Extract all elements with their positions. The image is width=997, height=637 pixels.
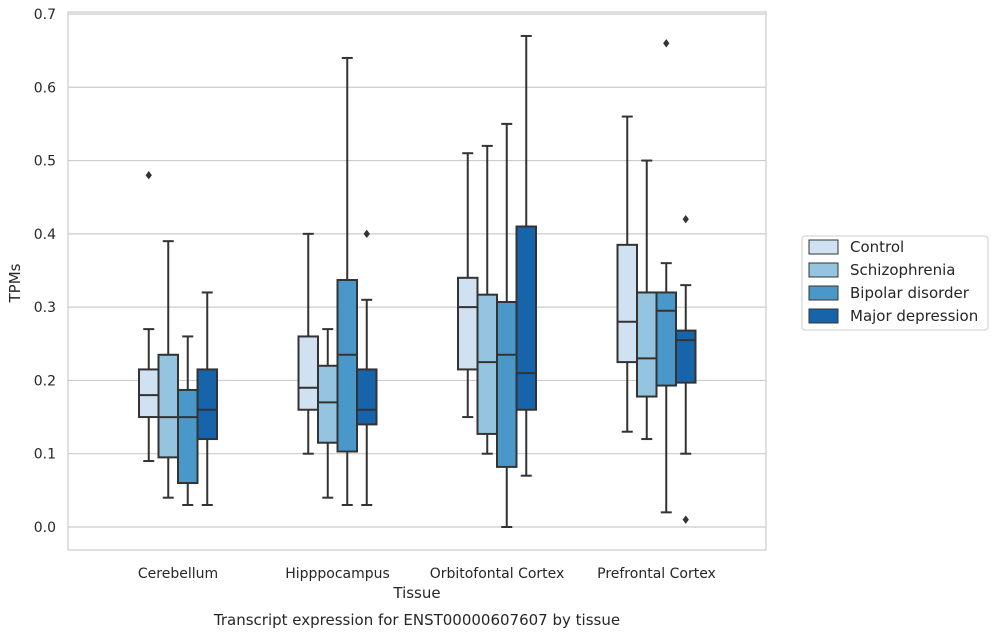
chart-title: Transcript expression for ENST0000060760…: [213, 611, 620, 629]
box-series: [138, 34, 697, 528]
box-iqr: [356, 368, 378, 426]
outlier-marker: [663, 39, 670, 48]
box-major-depression: [675, 214, 697, 524]
box-schizophrenia: [636, 159, 658, 441]
box-iqr: [675, 329, 697, 384]
legend-label: Bipolar disorder: [850, 284, 970, 302]
box-iqr: [655, 291, 677, 387]
box-major-depression: [515, 34, 537, 477]
box-major-depression: [196, 291, 218, 507]
x-tick-label: Prefrontal Cortex: [597, 566, 716, 582]
box-iqr: [457, 276, 479, 371]
box-iqr: [636, 291, 658, 398]
y-tick-label: 0.2: [34, 373, 56, 389]
box-iqr: [157, 353, 179, 459]
box-control: [138, 171, 160, 463]
box-bipolar-disorder: [177, 335, 199, 507]
box-control: [297, 232, 319, 455]
y-tick-labels: 0.0 0.1 0.2 0.3 0.4 0.5 0.6 0.7: [34, 7, 56, 536]
y-tick-label: 0.3: [34, 300, 56, 316]
box-control: [457, 152, 479, 419]
box-schizophrenia: [317, 328, 339, 499]
x-tick-label: Cerebellum: [138, 566, 218, 582]
box-schizophrenia: [476, 144, 498, 455]
outlier-marker: [682, 515, 689, 524]
y-tick-label: 0.6: [34, 80, 56, 96]
y-tick-label: 0.1: [34, 447, 56, 463]
legend-item: Bipolar disorder: [808, 284, 970, 302]
legend-swatch: [808, 239, 839, 255]
legend-item: Schizophrenia: [808, 261, 955, 279]
box-iqr: [138, 368, 160, 419]
y-axis-label: TPMs: [6, 263, 24, 303]
box-iqr: [476, 293, 498, 435]
outlier-marker: [363, 229, 370, 239]
legend-frame: [801, 235, 989, 331]
box-iqr: [515, 225, 537, 411]
box-control: [616, 115, 638, 433]
box-bipolar-disorder: [336, 56, 358, 507]
outlier-marker: [145, 171, 152, 180]
box-iqr: [496, 300, 518, 468]
legend-label: Schizophrenia: [850, 261, 955, 279]
legend-swatch: [808, 262, 839, 278]
box-iqr: [196, 368, 218, 441]
box-iqr: [616, 243, 638, 364]
legend-swatch: [808, 285, 839, 301]
y-tick-label: 0.5: [34, 154, 56, 170]
box-bipolar-disorder: [655, 39, 677, 514]
x-tick-label: Hipppocampus: [285, 566, 390, 582]
box-schizophrenia: [157, 240, 179, 499]
plot-frame: [67, 11, 767, 551]
box-iqr: [336, 279, 358, 453]
y-tick-label: 0.4: [34, 227, 56, 243]
box-iqr: [297, 335, 319, 411]
legend-item: Major depression: [808, 307, 978, 325]
legend-label: Control: [850, 238, 904, 256]
y-tick-label: 0.0: [34, 520, 56, 536]
legend: Control Schizophrenia Bipolar disorder Majo…: [801, 235, 989, 331]
legend-swatch: [808, 308, 839, 324]
box-major-depression: [356, 229, 378, 507]
outlier-marker: [682, 214, 689, 224]
box-iqr: [177, 388, 199, 485]
legend-label: Major depression: [850, 307, 978, 325]
box-iqr: [317, 364, 339, 444]
x-tick-labels: Cerebellum Hipppocampus Orbitofontal Corte…: [138, 566, 716, 582]
x-axis-label: Tissue: [392, 584, 440, 602]
box-bipolar-disorder: [496, 122, 518, 528]
x-tick-label: Orbitofontal Cortex: [430, 566, 565, 582]
y-tick-label: 0.7: [34, 7, 56, 23]
legend-item: Control: [808, 238, 904, 256]
